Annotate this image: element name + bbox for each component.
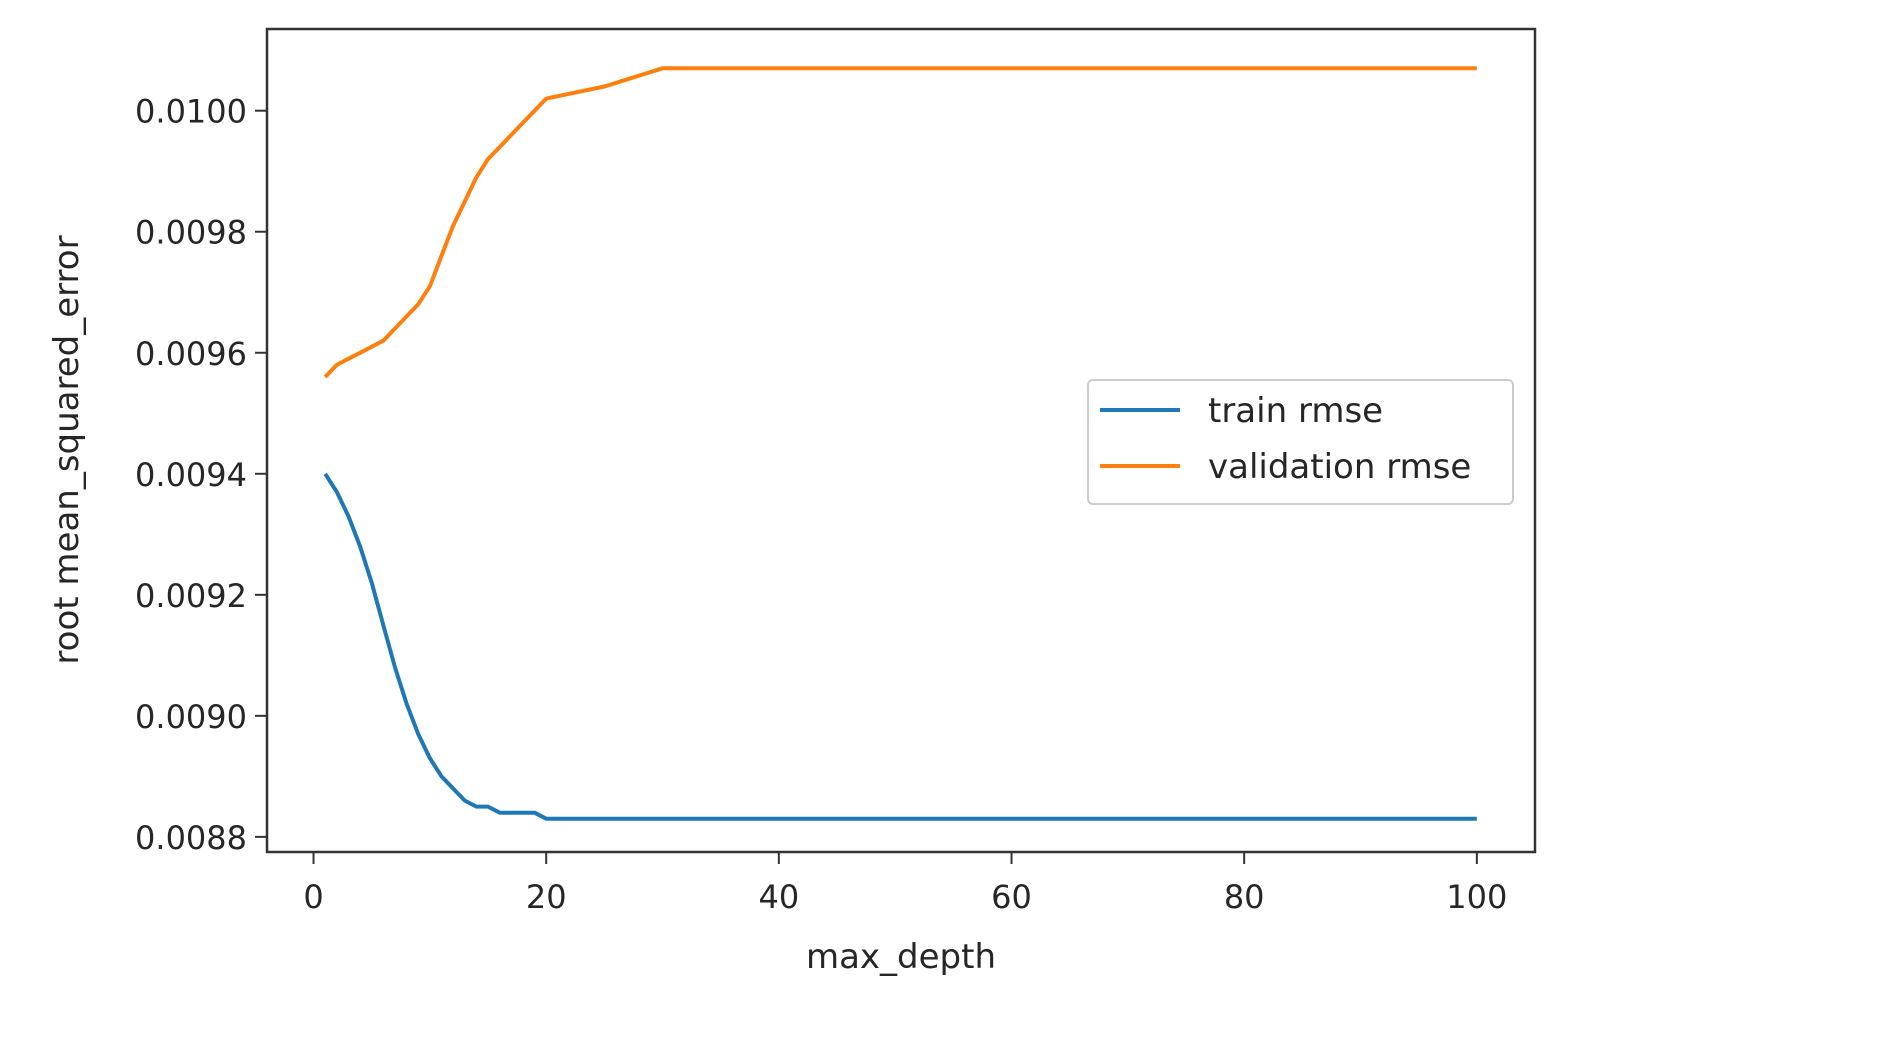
x-tick-label: 60 <box>991 878 1032 916</box>
y-tick-label: 0.0096 <box>135 335 247 373</box>
y-axis-label: root mean_squared_error <box>47 235 87 664</box>
legend-label-validation: validation rmse <box>1208 447 1471 487</box>
y-tick-label: 0.0088 <box>135 819 247 857</box>
x-tick-label: 100 <box>1446 878 1507 916</box>
y-axis: 0.0088 0.0090 0.0092 0.0094 0.0096 0.0098 0.01… <box>135 93 267 857</box>
y-tick-label: 0.0092 <box>135 577 247 615</box>
x-axis: 0 20 40 60 80 100 <box>303 852 1507 916</box>
legend-box <box>1087 379 1514 505</box>
x-tick-label: 80 <box>1224 878 1265 916</box>
series-line-validation <box>323 66 1477 379</box>
legend: train rmse validation rmse <box>1087 379 1514 505</box>
y-tick-label: 0.0098 <box>135 214 247 252</box>
y-tick-label: 0.0094 <box>135 456 247 494</box>
x-tick-label: 0 <box>303 878 323 916</box>
axes-frame <box>265 27 1537 854</box>
plot-area <box>323 66 1477 821</box>
x-tick-label: 20 <box>526 878 567 916</box>
y-tick-label: 0.0090 <box>135 698 247 736</box>
x-axis-label: max_depth <box>806 937 996 977</box>
legend-label-train: train rmse <box>1208 391 1383 431</box>
y-tick-label: 0.0100 <box>135 93 247 131</box>
x-tick-label: 40 <box>758 878 799 916</box>
series-line-train <box>323 472 1477 821</box>
